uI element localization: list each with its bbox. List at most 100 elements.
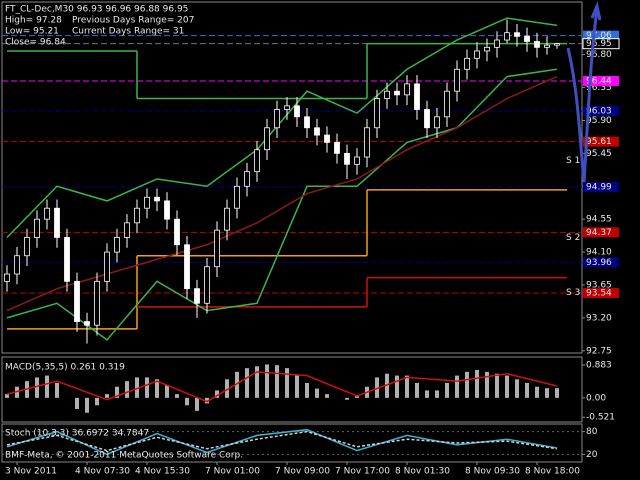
macd-bar [405, 375, 409, 398]
candle-body [374, 98, 380, 129]
candle-body [454, 68, 460, 92]
y-tick-label: 95.90 [586, 116, 612, 126]
candle-body [34, 218, 40, 238]
candle-body [204, 266, 210, 304]
level-tag [583, 75, 619, 86]
candle-body [124, 222, 130, 238]
level-label: 94.99 [586, 183, 612, 193]
candle-body [344, 152, 350, 165]
y-tick-label: 94.10 [586, 248, 612, 258]
macd-bar [375, 377, 379, 398]
macd-bar [555, 388, 559, 398]
drawn-arrow [566, 9, 599, 183]
candle-body [154, 196, 160, 202]
y-tick-label: 95.45 [586, 149, 612, 159]
marks: 96.8096.3595.9095.4595.0094.5594.1093.65… [2, 17, 620, 477]
macd-bar [185, 397, 189, 406]
candle-body [304, 116, 310, 129]
macd-bar [305, 383, 309, 398]
candle-body [514, 32, 520, 37]
candle-body [414, 83, 420, 110]
candle-body [144, 196, 150, 209]
level-tag [583, 288, 619, 299]
candle-body [394, 90, 400, 96]
macd-bar [415, 383, 419, 398]
y-tick-label: 94.55 [586, 215, 612, 225]
macd-bar [385, 373, 389, 398]
y-tick-label: 92.75 [586, 346, 612, 356]
candle-body [364, 127, 370, 158]
macd-bar [285, 368, 289, 398]
level-label: 96.95 [586, 39, 612, 49]
macd-bar [435, 390, 439, 398]
macd-bar [165, 384, 169, 398]
y-tick-label: 96.35 [586, 83, 612, 93]
arrow-head [590, 0, 602, 21]
macd-bar [235, 371, 239, 398]
candle-body [464, 57, 470, 70]
level-label: 97.06 [586, 31, 612, 41]
level-tag [583, 257, 619, 268]
candle-body [404, 83, 410, 96]
macd-bar [145, 377, 149, 398]
candle-body [234, 185, 240, 209]
macd-bar [205, 397, 209, 404]
level-label: 94.37 [586, 228, 612, 238]
x-tick-label: 8 Nov 18:00 [525, 467, 580, 477]
macd-bar [475, 370, 479, 398]
macd-bar [135, 377, 139, 398]
y-tick-label: 93.20 [586, 313, 612, 323]
macd-bar [485, 371, 489, 398]
macd-bar [45, 375, 49, 398]
macd-bar [425, 390, 429, 398]
y-tick-label: 0.00 [586, 393, 606, 403]
macd-bar [75, 397, 79, 409]
level-tag [583, 30, 619, 41]
candle-body [354, 156, 360, 165]
candle-body [494, 39, 500, 48]
candle-body [174, 218, 180, 246]
y-tick-label: 93.65 [586, 280, 612, 290]
candle-body [544, 44, 550, 48]
candle-body [54, 207, 60, 238]
candle-body [434, 116, 440, 129]
macd-bar [455, 375, 459, 398]
candle-body [24, 237, 30, 257]
candle-body [314, 127, 320, 136]
macd-bar [275, 365, 279, 398]
candle-body [104, 251, 110, 282]
macd-bar [255, 366, 259, 398]
macd-bar [245, 368, 249, 398]
candle-body [244, 171, 250, 187]
macd-bar [395, 375, 399, 398]
candle-body [164, 200, 170, 220]
x-tick-label: 7 Nov 01:00 [205, 467, 260, 477]
stoch-title: Stoch (10,3,3) 36.6972 34.7847 [5, 429, 149, 439]
macd-title: MACD(5,35,5) 0.261 0.319 [5, 363, 125, 373]
macd-bar [505, 375, 509, 398]
indicator-line [6, 17, 558, 238]
level-annotation: S 1 [566, 156, 580, 166]
candle-body [94, 280, 100, 326]
macd-bar [195, 397, 199, 411]
candle-body [264, 127, 270, 151]
candle-body [424, 109, 430, 129]
candle-body [64, 237, 70, 282]
candle-body [524, 35, 530, 42]
candle-body [74, 280, 80, 322]
candle-body [224, 207, 230, 231]
candle-body [184, 244, 190, 290]
macd-bar [265, 364, 269, 398]
level-annotation: S 3 [566, 288, 580, 298]
level-tag [583, 105, 619, 116]
macd-bar [125, 381, 129, 398]
candle-body [334, 141, 340, 154]
candle-body [384, 90, 390, 99]
macd-bar [545, 388, 549, 398]
candle-body [294, 105, 300, 118]
candle-body [14, 255, 20, 275]
candle-body [534, 41, 540, 48]
candle-body [504, 32, 510, 41]
x-tick-label: 7 Nov 17:00 [335, 467, 390, 477]
